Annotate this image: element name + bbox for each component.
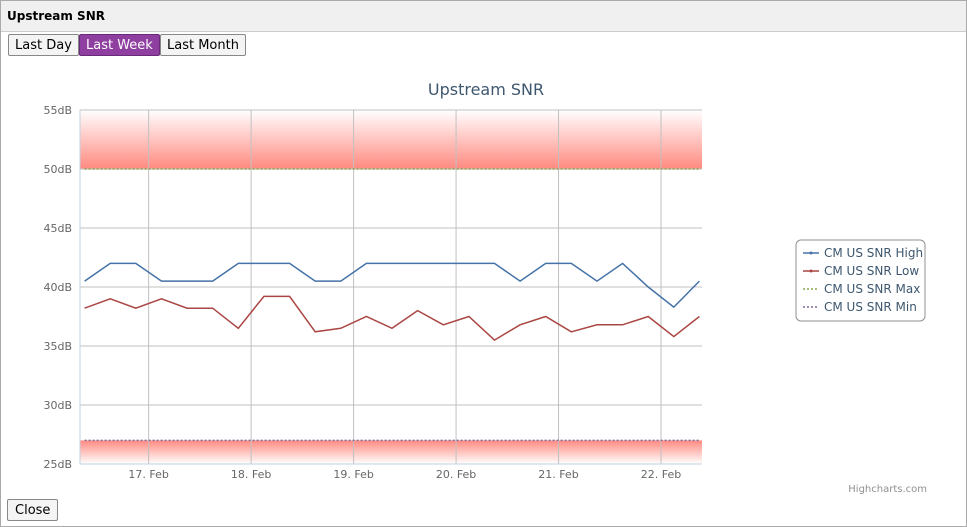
x-tick-label: 22. Feb <box>641 468 681 481</box>
plot-band <box>80 110 702 169</box>
series-line <box>84 295 700 342</box>
range-button[interactable]: Last Month <box>160 34 246 56</box>
legend-marker <box>809 251 813 255</box>
series-line <box>84 262 700 309</box>
y-tick-label: 45dB <box>43 222 72 235</box>
y-tick-label: 40dB <box>43 281 72 294</box>
legend-label: CM US SNR Max <box>824 282 920 296</box>
legend-box <box>795 239 926 322</box>
x-tick-label: 20. Feb <box>436 468 476 481</box>
y-tick-label: 50dB <box>43 163 72 176</box>
legend-label: CM US SNR High <box>824 246 923 260</box>
legend-label: CM US SNR Low <box>824 264 919 278</box>
legend-marker <box>809 269 813 273</box>
y-tick-label: 35dB <box>43 340 72 353</box>
legend-label: CM US SNR Min <box>824 300 917 314</box>
credits: Highcharts.com <box>848 484 927 495</box>
y-tick-label: 30dB <box>43 399 72 412</box>
x-tick-label: 17. Feb <box>128 468 168 481</box>
x-tick-label: 21. Feb <box>538 468 578 481</box>
y-tick-label: 25dB <box>43 458 72 471</box>
range-button[interactable]: Last Day <box>8 34 79 56</box>
close-button[interactable]: Close <box>7 499 59 521</box>
chart: Upstream SNR Highcharts.com 25dB 30dB 35dB… <box>43 80 927 495</box>
dialog-title: Upstream SNR <box>1 1 966 32</box>
x-tick-label: 19. Feb <box>333 468 373 481</box>
chart-title: Upstream SNR <box>428 80 544 99</box>
legend: CM US SNR High CM US SNR Low CM US SNR Max… <box>795 239 926 322</box>
range-button[interactable]: Last Week <box>79 34 160 56</box>
y-tick-label: 55dB <box>43 104 72 117</box>
plot-band <box>80 440 702 464</box>
x-tick-label: 18. Feb <box>231 468 271 481</box>
